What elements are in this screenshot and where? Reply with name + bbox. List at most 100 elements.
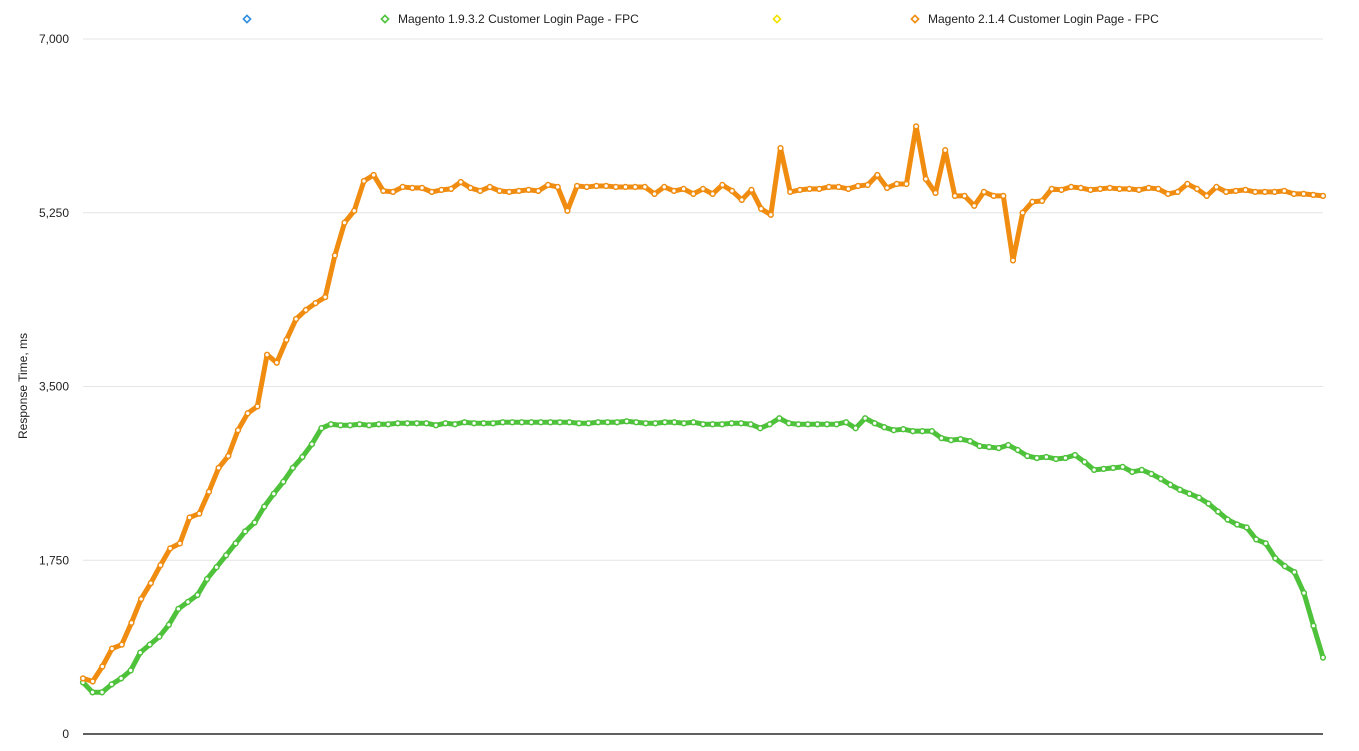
data-point xyxy=(1186,490,1193,497)
data-point xyxy=(89,678,96,685)
data-point xyxy=(1242,186,1249,194)
data-point xyxy=(1052,455,1060,463)
data-point xyxy=(652,420,659,427)
data-point xyxy=(1000,192,1007,200)
data-point xyxy=(833,421,840,428)
data-point xyxy=(971,202,978,209)
data-point xyxy=(254,403,261,410)
data-point xyxy=(1261,188,1269,196)
data-point xyxy=(1081,458,1088,466)
legend-label: Magento 2.1.4 Customer Login Page - FPC xyxy=(928,12,1159,26)
data-point xyxy=(1234,521,1241,528)
data-point xyxy=(932,189,939,197)
data-point xyxy=(480,420,487,427)
data-point xyxy=(738,420,745,427)
data-point xyxy=(418,184,426,192)
data-point xyxy=(747,421,754,428)
data-point xyxy=(670,187,678,195)
data-point xyxy=(1110,464,1117,472)
data-point xyxy=(767,211,774,218)
data-point xyxy=(156,633,163,640)
data-point xyxy=(862,415,869,422)
data-point xyxy=(564,207,571,214)
data-point xyxy=(389,188,397,196)
data-point xyxy=(394,420,401,427)
data-point xyxy=(1097,185,1104,193)
data-point xyxy=(331,252,339,259)
data-point xyxy=(556,419,564,426)
data-point xyxy=(1029,198,1036,205)
data-point xyxy=(1214,508,1222,515)
data-point xyxy=(380,187,387,195)
data-point xyxy=(327,421,335,428)
data-point xyxy=(137,595,145,603)
data-point xyxy=(1009,257,1017,264)
data-point xyxy=(261,503,268,510)
data-point xyxy=(1222,188,1230,196)
legend-marker-icon xyxy=(772,14,782,24)
data-point xyxy=(128,619,135,626)
data-point xyxy=(351,207,358,214)
data-point xyxy=(1005,441,1012,449)
data-point xyxy=(1243,524,1250,531)
legend-marker-icon xyxy=(380,14,390,24)
legend-marker-icon xyxy=(910,14,920,24)
data-point xyxy=(748,186,755,194)
data-point xyxy=(215,464,222,472)
data-point xyxy=(1116,185,1123,193)
data-point xyxy=(1300,190,1307,198)
data-point xyxy=(919,428,926,435)
data-point xyxy=(641,183,649,191)
data-point xyxy=(881,424,888,431)
data-point xyxy=(777,145,784,152)
data-point xyxy=(547,419,554,426)
data-point xyxy=(196,510,203,517)
legend-item: Magento 2.1.4 Customer Login Page - FPC xyxy=(910,12,1159,26)
y-tick-label: 0 xyxy=(62,727,69,741)
data-point xyxy=(461,419,468,426)
legend-marker-icon xyxy=(242,14,252,24)
data-point xyxy=(147,579,154,587)
data-point xyxy=(404,420,411,427)
data-point xyxy=(1281,187,1288,195)
y-tick-label: 7,000 xyxy=(39,32,69,46)
data-point xyxy=(554,183,561,191)
series-line xyxy=(80,123,1326,684)
data-point xyxy=(1038,197,1046,204)
data-point xyxy=(680,420,688,427)
data-point xyxy=(289,464,297,472)
data-point xyxy=(1062,454,1069,462)
data-point xyxy=(1167,481,1174,488)
data-point xyxy=(399,183,406,191)
data-point xyxy=(280,478,287,485)
data-point xyxy=(1033,454,1040,462)
data-point xyxy=(922,175,929,183)
data-point xyxy=(642,420,649,427)
series-1 xyxy=(79,415,1327,696)
data-point xyxy=(499,419,506,426)
data-point xyxy=(957,435,964,443)
y-tick-label: 3,500 xyxy=(39,380,69,394)
data-point xyxy=(661,183,668,191)
data-point xyxy=(232,540,239,547)
data-point xyxy=(814,421,821,428)
data-point xyxy=(1106,184,1114,192)
data-point xyxy=(213,564,220,571)
data-point xyxy=(1205,500,1212,507)
data-point xyxy=(428,188,435,196)
data-point xyxy=(318,425,325,432)
series-line xyxy=(80,415,1326,695)
data-point xyxy=(273,359,280,366)
data-point xyxy=(1262,540,1269,547)
data-point xyxy=(222,552,230,559)
data-point xyxy=(961,192,968,200)
data-point xyxy=(594,419,602,426)
data-point xyxy=(1014,446,1021,454)
data-point xyxy=(1126,185,1133,193)
data-point xyxy=(1271,188,1278,196)
data-point xyxy=(1129,468,1136,476)
data-point xyxy=(263,351,271,358)
data-point xyxy=(99,663,106,670)
data-point xyxy=(680,185,687,193)
